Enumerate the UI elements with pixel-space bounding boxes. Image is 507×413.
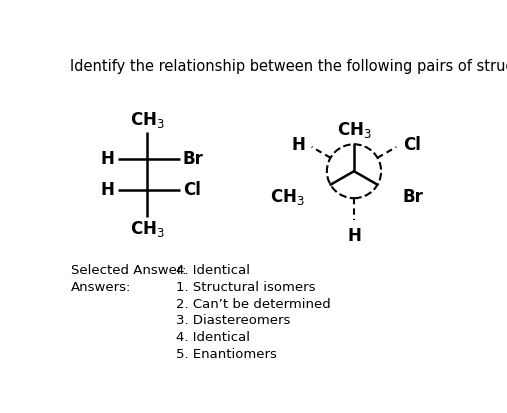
Text: 4. Identical: 4. Identical: [176, 331, 250, 344]
Text: Cl: Cl: [183, 181, 201, 199]
Text: CH$_3$: CH$_3$: [337, 120, 372, 140]
Text: Identify the relationship between the following pairs of structures:: Identify the relationship between the fo…: [69, 59, 507, 74]
Text: 4. Identical: 4. Identical: [176, 263, 250, 277]
Text: 2. Can’t be determined: 2. Can’t be determined: [176, 297, 331, 311]
Text: Selected Answer:: Selected Answer:: [71, 263, 187, 277]
Text: Br: Br: [403, 188, 424, 206]
Text: H: H: [101, 150, 115, 168]
Text: 5. Enantiomers: 5. Enantiomers: [176, 348, 277, 361]
Text: 1. Structural isomers: 1. Structural isomers: [176, 280, 315, 294]
Text: 3. Diastereomers: 3. Diastereomers: [176, 314, 290, 328]
Text: H: H: [347, 227, 361, 244]
Text: Cl: Cl: [403, 136, 421, 154]
Text: CH$_3$: CH$_3$: [130, 109, 164, 130]
Text: H: H: [101, 181, 115, 199]
Text: CH$_3$: CH$_3$: [130, 219, 164, 239]
Text: Br: Br: [183, 150, 204, 168]
Text: Answers:: Answers:: [71, 280, 131, 294]
Text: CH$_3$: CH$_3$: [271, 188, 305, 207]
Text: H: H: [292, 136, 305, 154]
